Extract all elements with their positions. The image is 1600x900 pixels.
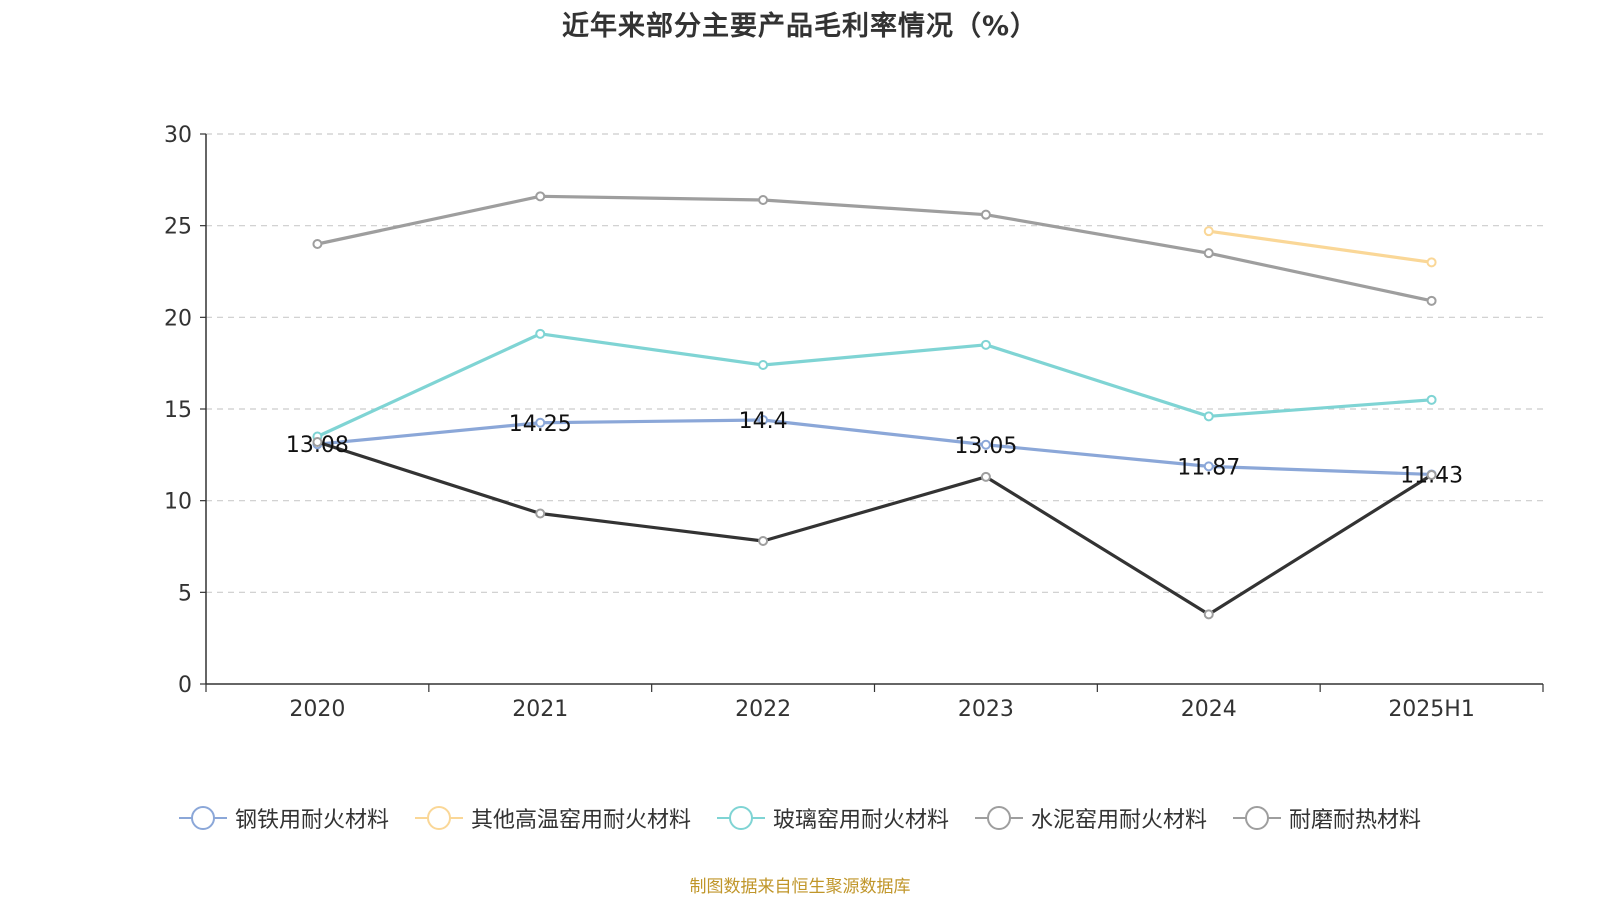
x-tick-label: 2023 xyxy=(958,697,1014,722)
data-label: 13.05 xyxy=(954,434,1017,459)
data-point xyxy=(1426,295,1437,306)
legend-marker-icon xyxy=(716,806,765,830)
x-tick-label: 2025H1 xyxy=(1388,697,1475,722)
data-source-note: 制图数据来自恒生聚源数据库 xyxy=(689,877,911,897)
series-line xyxy=(316,332,1432,438)
data-point xyxy=(312,239,323,249)
legend-item[interactable]: 玻璃窑用耐火材料 xyxy=(716,802,949,834)
legend-label: 钢铁用耐火材料 xyxy=(234,808,389,833)
x-tick-label: 2020 xyxy=(289,697,345,722)
legend-label: 玻璃窑用耐火材料 xyxy=(772,808,949,833)
series-line xyxy=(317,418,1432,477)
data-label: 11.43 xyxy=(1400,463,1463,488)
series-line xyxy=(316,440,1433,616)
data-point xyxy=(1203,461,1214,472)
series-3 xyxy=(312,191,1437,306)
y-tick-label: 5 xyxy=(178,581,192,606)
data-point xyxy=(980,471,991,482)
y-tick-label: 30 xyxy=(164,123,192,148)
legend-label: 其他高温窑用耐火材料 xyxy=(470,808,691,833)
series-0 xyxy=(312,415,1437,480)
data-point xyxy=(535,508,546,519)
series-4 xyxy=(312,437,1437,620)
data-point xyxy=(1426,257,1437,268)
data-point xyxy=(758,360,769,370)
data-point xyxy=(535,417,546,428)
data-point xyxy=(1203,609,1214,620)
data-point xyxy=(980,439,991,450)
series-line xyxy=(1208,229,1432,264)
legend-marker-icon xyxy=(414,806,463,830)
data-point xyxy=(758,415,769,425)
data-point xyxy=(1203,411,1214,422)
series-1 xyxy=(1203,226,1437,268)
series-2 xyxy=(312,328,1437,442)
data-point xyxy=(1426,470,1437,480)
data-label: 14.25 xyxy=(509,412,572,437)
y-tick-label: 0 xyxy=(178,673,192,698)
data-label: 11.87 xyxy=(1177,455,1240,480)
x-tick-label: 2022 xyxy=(735,697,791,722)
x-tick-label: 2024 xyxy=(1181,697,1237,722)
data-point xyxy=(312,437,323,447)
legend-item[interactable]: 耐磨耐热材料 xyxy=(1233,802,1421,834)
legend-item[interactable]: 水泥窑用耐火材料 xyxy=(975,802,1207,834)
y-tick-label: 25 xyxy=(164,215,192,240)
data-point xyxy=(1203,226,1214,237)
legend-marker-icon xyxy=(1233,806,1282,830)
legend-marker-icon xyxy=(975,806,1023,830)
data-point xyxy=(980,209,991,220)
y-tick-label: 15 xyxy=(164,398,192,423)
data-point xyxy=(535,191,546,202)
legend-item[interactable]: 钢铁用耐火材料 xyxy=(178,802,389,834)
legend-item[interactable]: 其他高温窑用耐火材料 xyxy=(414,802,691,834)
legend-label: 水泥窑用耐火材料 xyxy=(1031,808,1208,833)
y-tick-label: 20 xyxy=(164,306,192,331)
chart-title: 近年来部分主要产品毛利率情况（%） xyxy=(561,11,1039,42)
data-point xyxy=(1426,394,1437,405)
data-point xyxy=(758,195,769,205)
data-point xyxy=(1203,248,1214,259)
chart-legend: 钢铁用耐火材料 其他高温窑用耐火材料 玻璃窑用耐火材料 水泥窑用耐火材料 耐磨耐热材料 xyxy=(0,802,1600,834)
series-line xyxy=(317,194,1432,303)
data-label: 13.08 xyxy=(286,433,349,458)
data-point xyxy=(980,339,991,350)
data-point xyxy=(535,328,546,339)
data-point xyxy=(758,536,769,546)
data-label: 14.4 xyxy=(739,409,788,434)
y-tick-label: 10 xyxy=(164,490,192,515)
legend-label: 耐磨耐热材料 xyxy=(1289,808,1422,833)
x-tick-label: 2021 xyxy=(512,697,568,722)
legend-marker-icon xyxy=(178,806,227,830)
